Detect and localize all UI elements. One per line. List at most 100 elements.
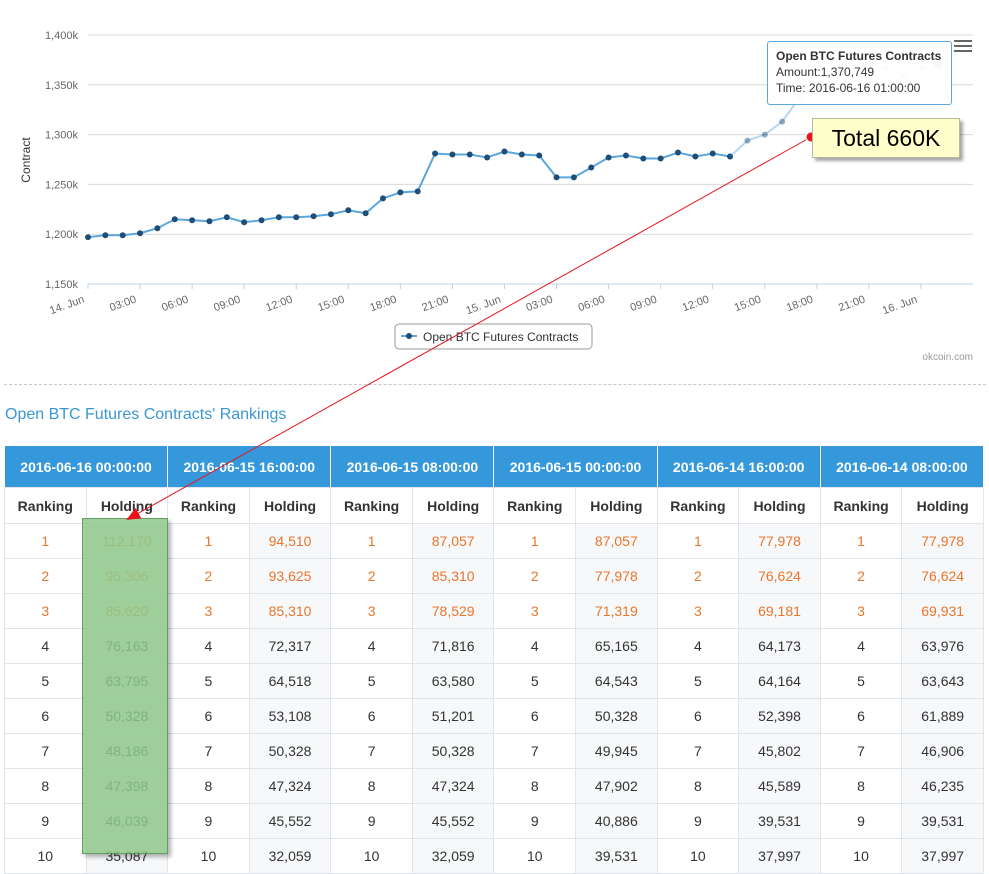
holding-cell: 87,057 [411, 523, 495, 559]
rank-cell: 5 [4, 663, 87, 699]
holding-cell: 32,059 [411, 838, 495, 874]
data-point[interactable] [154, 225, 161, 232]
data-point[interactable] [345, 207, 352, 214]
data-point[interactable] [761, 131, 768, 138]
rank-cell: 6 [167, 698, 250, 734]
legend-label[interactable]: Open BTC Futures Contracts [423, 330, 578, 344]
holding-cell: 45,552 [411, 803, 495, 839]
y-tick-label: 1,150k [45, 279, 79, 291]
holding-cell: 63,580 [411, 663, 495, 699]
x-tick-label: 06:00 [160, 294, 190, 315]
rank-cell: 8 [167, 768, 250, 804]
rank-cell: 2 [4, 558, 87, 594]
holding-cell: 71,816 [411, 628, 495, 664]
holding-cell: 45,589 [738, 768, 821, 804]
rank-cell: 1 [167, 523, 250, 559]
x-tick-label: 16. Jun [881, 294, 919, 318]
data-point[interactable] [85, 234, 91, 241]
data-point[interactable] [744, 137, 751, 144]
data-point[interactable] [501, 148, 508, 155]
holding-cell: 46,235 [901, 768, 984, 804]
holding-cell: 64,543 [575, 663, 658, 699]
rank-cell: 2 [330, 558, 413, 594]
holding-cell: 94,510 [248, 523, 332, 559]
x-tick-label: 09:00 [629, 294, 659, 315]
holding-cell: 61,889 [901, 698, 984, 734]
data-point[interactable] [380, 195, 386, 202]
holding-cell: 64,164 [738, 663, 821, 699]
table-row: 1112,170194,510187,057187,057177,978177,… [4, 523, 984, 559]
rank-cell: 3 [819, 593, 903, 629]
rank-cell: 2 [493, 558, 577, 594]
holding-cell: 46,906 [901, 733, 984, 769]
data-point[interactable] [397, 189, 404, 196]
data-point[interactable] [709, 150, 716, 157]
data-point[interactable] [727, 153, 734, 160]
rank-cell: 10 [167, 838, 250, 874]
rank-cell: 3 [4, 593, 87, 629]
hamburger-menu-icon[interactable] [954, 40, 972, 54]
data-point[interactable] [692, 153, 699, 160]
credit-link[interactable]: okcoin.com [922, 352, 973, 363]
data-point[interactable] [432, 150, 439, 157]
date-header: 2016-06-14 08:00:00 [819, 446, 985, 488]
date-header: 2016-06-16 00:00:00 [3, 446, 169, 488]
data-point[interactable] [779, 118, 786, 125]
data-point[interactable] [206, 218, 213, 225]
y-tick-label: 1,400k [45, 30, 79, 42]
holding-cell: 87,057 [575, 523, 658, 559]
holding-cell: 85,310 [248, 593, 332, 629]
data-point[interactable] [553, 174, 560, 181]
rank-cell: 8 [656, 768, 740, 804]
rank-cell: 6 [656, 698, 740, 734]
data-point[interactable] [605, 154, 612, 161]
date-header-row: 2016-06-16 00:00:00 2016-06-15 16:00:00 … [3, 446, 985, 488]
data-point[interactable] [466, 151, 473, 158]
data-point[interactable] [484, 154, 491, 161]
data-point[interactable] [189, 217, 196, 224]
data-point[interactable] [588, 164, 595, 171]
holding-cell: 77,978 [738, 523, 821, 559]
rank-cell: 3 [656, 593, 740, 629]
data-point[interactable] [258, 217, 265, 224]
holding-cell: 47,902 [575, 768, 658, 804]
holding-cell: 69,181 [738, 593, 821, 629]
x-tick-label: 03:00 [525, 294, 555, 315]
holding-cell: 50,328 [411, 733, 495, 769]
holding-cell: 76,624 [738, 558, 821, 594]
holding-cell: 78,529 [411, 593, 495, 629]
x-tick-label: 12:00 [264, 294, 294, 315]
date-header: 2016-06-14 16:00:00 [656, 446, 821, 488]
data-point[interactable] [675, 149, 681, 156]
y-tick-label: 1,300k [45, 130, 79, 142]
series-line [87, 150, 731, 239]
holding-cell: 53,108 [248, 698, 332, 734]
data-point[interactable] [362, 210, 369, 217]
data-point[interactable] [449, 151, 456, 158]
data-point[interactable] [622, 152, 629, 159]
data-point[interactable] [171, 216, 178, 223]
rank-cell: 7 [493, 733, 577, 769]
data-point[interactable] [293, 214, 300, 221]
data-point[interactable] [137, 230, 144, 237]
rank-cell: 4 [167, 628, 250, 664]
data-point[interactable] [223, 214, 230, 221]
data-point[interactable] [640, 155, 647, 162]
holding-cell: 71,319 [575, 593, 658, 629]
holding-header: Holding [738, 487, 821, 524]
rank-cell: 4 [656, 628, 740, 664]
data-point[interactable] [119, 232, 126, 239]
data-point[interactable] [536, 152, 543, 159]
data-point[interactable] [657, 155, 664, 162]
data-point[interactable] [241, 219, 248, 226]
data-point[interactable] [518, 151, 525, 158]
rank-cell: 3 [167, 593, 250, 629]
data-point[interactable] [570, 174, 577, 181]
data-point[interactable] [327, 211, 334, 218]
rank-cell: 8 [4, 768, 87, 804]
data-point[interactable] [310, 213, 317, 220]
section-divider [4, 384, 986, 385]
data-point[interactable] [275, 214, 282, 221]
data-point[interactable] [414, 188, 421, 195]
data-point[interactable] [102, 232, 109, 239]
